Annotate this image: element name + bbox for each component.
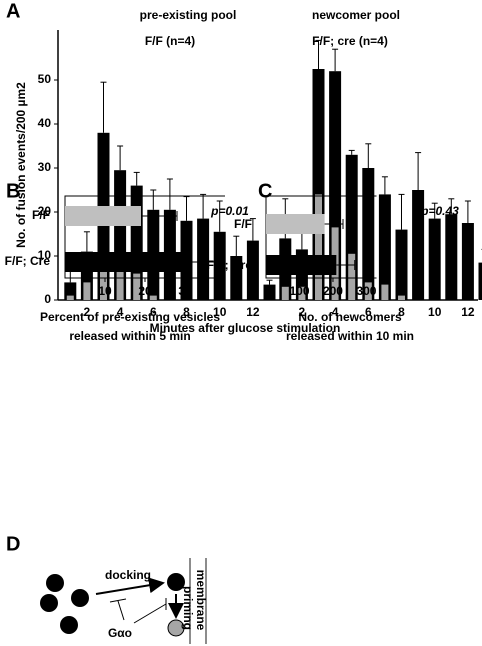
bar xyxy=(66,295,74,300)
bar xyxy=(395,229,408,300)
annotation: p=0.01 xyxy=(210,204,249,218)
primed-vesicle xyxy=(167,619,185,637)
pool-label: newcomer pool xyxy=(312,8,400,22)
label: docking xyxy=(105,568,151,582)
bar xyxy=(428,218,441,300)
x-tick-label: 4 xyxy=(332,305,339,319)
axis-frame xyxy=(265,195,377,279)
category-label: F/F; Cre xyxy=(207,258,253,272)
bar xyxy=(65,206,141,226)
bar xyxy=(246,240,259,300)
x-tick-label: 200 xyxy=(323,284,343,298)
bar xyxy=(213,231,226,300)
inhibition xyxy=(117,600,125,621)
vesicle xyxy=(40,594,58,612)
bar xyxy=(315,194,322,300)
inhibition xyxy=(133,603,167,624)
bar xyxy=(65,252,189,272)
x-axis-title: Percent of pre-existing vesicles xyxy=(40,310,220,324)
bar xyxy=(266,255,337,275)
category-label: F/F; Cre xyxy=(5,254,51,268)
bar xyxy=(298,286,306,300)
bar xyxy=(364,282,372,300)
bar xyxy=(263,284,276,300)
y-tick-label: 20 xyxy=(38,204,52,218)
bar xyxy=(348,253,356,300)
x-tick-label: 10 xyxy=(213,305,227,319)
bar xyxy=(197,218,210,300)
y-tick-label: 30 xyxy=(38,160,52,174)
x-tick-label: 10 xyxy=(98,284,112,298)
bar xyxy=(398,295,405,300)
label: Gαo xyxy=(108,626,132,640)
bar xyxy=(478,262,482,300)
x-tick-label: 2 xyxy=(299,305,306,319)
bar xyxy=(381,284,389,300)
x-tick-label: 6 xyxy=(150,305,157,319)
annotation: p=0.43 xyxy=(420,204,459,218)
vesicle xyxy=(71,589,89,607)
bar xyxy=(412,190,425,300)
bar xyxy=(83,282,91,300)
y-axis-title: No. of fusion events/200 µm2 xyxy=(14,82,28,248)
panel-letter: B xyxy=(6,180,20,202)
inhibition xyxy=(109,598,127,603)
x-tick-label: 30 xyxy=(178,284,192,298)
x-tick-label: 8 xyxy=(183,305,190,319)
x-axis-title: released within 10 min xyxy=(286,329,414,343)
x-tick-label: 10 xyxy=(428,305,442,319)
panel-letter: C xyxy=(258,180,272,202)
bar xyxy=(281,286,289,300)
x-axis-title: released within 5 min xyxy=(69,329,190,343)
x-tick-label: 12 xyxy=(246,305,260,319)
vesicle xyxy=(46,574,64,592)
x-tick-label: 8 xyxy=(398,305,405,319)
bar xyxy=(461,223,474,300)
label: priming xyxy=(181,586,195,630)
bar xyxy=(445,214,458,300)
x-tick-label: 20 xyxy=(138,284,152,298)
category-label: F/F xyxy=(234,217,252,231)
x-tick-label: 2 xyxy=(84,305,91,319)
y-tick-label: 40 xyxy=(38,116,52,130)
category-label: F/F xyxy=(32,208,50,222)
label: membrane xyxy=(194,570,208,631)
x-tick-label: 300 xyxy=(356,284,376,298)
x-tick-label: 12 xyxy=(461,305,475,319)
y-tick-label: 10 xyxy=(38,248,52,262)
y-tick-label: 50 xyxy=(38,72,52,86)
genotype-label: F/F; cre (n=4) xyxy=(312,34,388,48)
bar xyxy=(100,264,107,300)
bar xyxy=(362,168,375,300)
docked-vesicle xyxy=(167,573,185,591)
bar xyxy=(133,273,141,300)
vesicle xyxy=(60,616,78,634)
panel-letter: D xyxy=(6,533,20,555)
x-tick-label: 100 xyxy=(289,284,309,298)
panel-letter: A xyxy=(6,0,20,22)
bar xyxy=(378,194,391,300)
bar xyxy=(230,256,243,300)
x-tick-label: 4 xyxy=(117,305,124,319)
x-tick-label: 6 xyxy=(365,305,372,319)
y-tick-label: 0 xyxy=(44,292,51,306)
x-axis-title: Minutes after glucose stimulation xyxy=(150,321,341,335)
bar xyxy=(149,295,157,300)
bar xyxy=(266,214,325,234)
pool-label: pre-existing pool xyxy=(140,8,237,22)
docking-arrow xyxy=(95,577,165,595)
genotype-label: F/F (n=4) xyxy=(145,34,195,48)
x-axis-title: No. of newcomers xyxy=(298,310,402,324)
diagram: D docking priming Gαo membrane xyxy=(6,533,208,644)
bar xyxy=(116,262,124,300)
